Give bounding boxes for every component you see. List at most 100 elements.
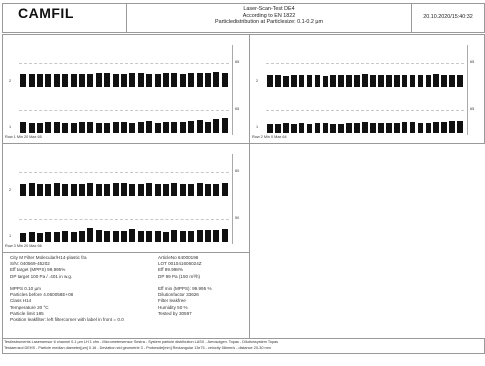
chart-bar-upper <box>401 74 408 87</box>
chart-bar-upper <box>377 74 384 87</box>
chart-bar-upper <box>290 74 297 87</box>
info-left-column: City M Filter Molecular/H14-plastic fra S… <box>10 255 124 323</box>
chart-bar-lower <box>204 230 212 242</box>
chart-bar-upper <box>129 183 136 196</box>
chart-bar-upper <box>28 183 35 196</box>
chart-threshold-label: 60 <box>235 169 240 173</box>
chart-bar-lower <box>196 230 203 242</box>
chart-bar-lower <box>401 122 408 133</box>
chart-bar-upper <box>213 183 220 196</box>
info-left-line: Particles before 4.060058E+08 <box>10 292 74 298</box>
chart-bar-lower <box>179 230 186 242</box>
chart-bar-upper <box>449 74 455 87</box>
chart-threshold-line <box>19 63 229 64</box>
chart-bar-upper <box>213 72 220 87</box>
chart-bar-upper <box>362 74 368 87</box>
chart-bar-lower <box>53 122 60 133</box>
info-right-line: LOT 001041606024Z <box>158 261 202 267</box>
chart-bar-lower <box>213 229 220 242</box>
info-right-column: ArticleNo 64000196 LOT 001041606024Z Eff 9… <box>158 255 212 317</box>
info-left-line: DP target 100 Pa / .401 in w.g. <box>10 273 73 279</box>
chart-bar-lower <box>112 122 119 133</box>
chart-bar-upper <box>154 183 161 196</box>
chart-bar-upper <box>457 74 463 87</box>
chart-bar-lower <box>20 122 27 133</box>
chart-bar-lower <box>53 232 60 242</box>
chart-bar-lower <box>162 231 170 242</box>
chart-bar-upper <box>87 183 94 196</box>
chart-bar-upper <box>112 182 119 196</box>
chart-bar-upper <box>196 72 203 87</box>
chart-bar-lower <box>171 122 178 133</box>
info-right-line: Eff min (MPPS): 99.995 % <box>158 285 212 291</box>
chart-bar-upper <box>45 73 52 87</box>
chart-bar-upper <box>179 73 186 87</box>
chart-bar-upper <box>322 75 329 87</box>
chart-bar-lower <box>36 123 44 133</box>
chart-bar-upper <box>120 183 128 196</box>
info-left-line: S/N: 040569-45202 <box>10 261 50 267</box>
chart-bar-lower <box>104 231 111 242</box>
chart-bar-upper <box>70 183 77 196</box>
chart-bar-upper <box>393 75 400 87</box>
chart-bar-upper <box>137 73 144 87</box>
chart-threshold-line <box>19 110 229 111</box>
report-title: Laser-Scan-Test DE4 According to EN 1822… <box>126 6 412 26</box>
chart-bar-lower <box>162 122 170 133</box>
chart-bar-lower <box>87 228 94 242</box>
info-left-line: Temperature 20 °C <box>10 304 49 310</box>
chart-bar-lower <box>196 120 203 133</box>
chart-bar-lower <box>377 123 384 133</box>
chart-bar-lower <box>129 229 136 242</box>
chart-bar-upper <box>221 183 228 196</box>
chart-bar-upper <box>28 73 35 87</box>
chart-bar-upper <box>338 75 345 87</box>
chart-bar-lower <box>70 122 77 133</box>
chart-bar-upper <box>346 75 352 87</box>
info-left-line: Eff target (MPPS) 99,995% <box>10 267 66 273</box>
chart-bar-lower <box>78 122 86 133</box>
chart-bar-upper <box>154 73 161 87</box>
chart-bar-lower <box>290 123 297 133</box>
chart-bar-lower <box>385 122 392 133</box>
info-left-line: Particle limit 185 <box>10 310 44 316</box>
chart-bar-upper <box>171 183 178 196</box>
chart-bar-lower <box>213 119 220 133</box>
chart-bar-lower <box>137 231 144 242</box>
chart-threshold-label: 65 <box>235 107 240 111</box>
info-left-line: MPPS 0.10 µm <box>10 285 41 291</box>
chart-bar-lower <box>330 123 337 133</box>
chart-bar-lower <box>146 121 153 133</box>
chart-bar-upper <box>204 73 212 87</box>
chart-threshold-line <box>19 219 229 220</box>
chart-bar-lower <box>87 121 94 133</box>
chart-bar-lower <box>70 231 77 242</box>
chart-bar-upper <box>120 73 128 87</box>
chart-bar-upper <box>370 74 376 87</box>
logo: CAMFIL <box>18 5 74 21</box>
chart-bar-upper <box>221 72 228 87</box>
chart-bar-lower <box>171 230 178 242</box>
info-right-line: Tested by 30597 <box>158 310 192 316</box>
info-right-line: ArticleNo 64000196 <box>158 255 199 260</box>
chart-threshold-line <box>266 110 464 111</box>
chart-bar-upper <box>112 73 119 87</box>
chart-bar-lower <box>120 231 128 242</box>
chart-bar-lower <box>314 123 321 133</box>
chart-bar-lower <box>154 123 161 133</box>
chart-threshold-label: 65 <box>470 107 475 111</box>
chart-bar-lower <box>267 123 273 133</box>
chart-bar-upper <box>129 73 136 87</box>
info-left-line: Position leakfilter: left filtercorner w… <box>10 316 124 322</box>
chart-bar-lower <box>36 232 44 242</box>
chart-bar-lower <box>338 123 345 133</box>
chart-row-label: 1 <box>256 125 259 129</box>
chart-row-label: 2 <box>256 79 259 83</box>
chart-panel-row-3: 60 2 50 1 Row 3 Min 20 Max 66 <box>2 143 250 253</box>
chart-bar-upper <box>36 183 44 196</box>
info-right-line: Eff 99.998% <box>158 267 183 273</box>
chart-bar-upper <box>104 183 111 196</box>
chart-bar-upper <box>78 183 86 196</box>
chart-bar-upper <box>204 183 212 196</box>
